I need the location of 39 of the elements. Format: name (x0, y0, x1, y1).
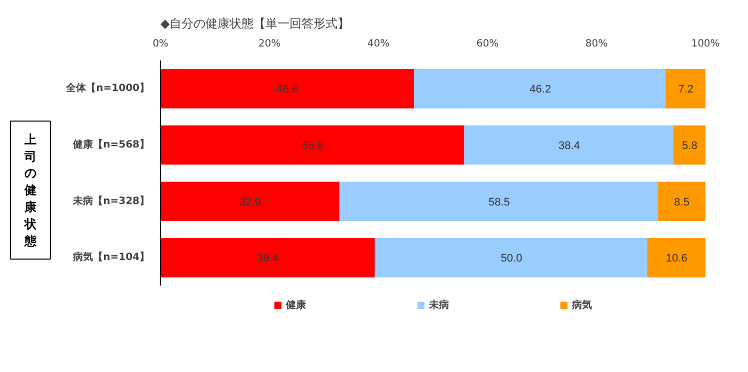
x-tick-label: 60% (476, 38, 499, 50)
chart-title: ◆自分の健康状態【単一回答形式】 (160, 16, 350, 30)
x-tick-label: 80% (585, 38, 608, 50)
y-tick-label: 未病【n=328】 (72, 194, 150, 207)
data-label: 7.2 (678, 84, 694, 96)
bar (673, 125, 706, 165)
y-tick-label: 病気【n=104】 (72, 251, 150, 264)
bar (666, 69, 706, 108)
bar (339, 182, 660, 222)
legend-label: 健康 (286, 298, 306, 312)
x-tick-label: 0% (152, 38, 168, 50)
bar (647, 238, 706, 278)
bar (414, 69, 667, 108)
y-tick-label: 全体【n=1000】 (65, 82, 150, 94)
x-tick-label: 40% (367, 38, 390, 50)
bar (374, 238, 648, 278)
data-label: 46.2 (530, 84, 552, 96)
data-label: 5.8 (682, 140, 698, 152)
bar (160, 182, 340, 222)
data-label: 39.4 (257, 252, 279, 265)
data-label: 58.5 (488, 196, 510, 208)
y-tick-label: 健康【n=568】 (72, 138, 150, 151)
data-label: 55.8 (302, 140, 324, 152)
data-label: 32.9 (239, 196, 261, 208)
data-label: 38.4 (558, 140, 580, 152)
data-label: 50.0 (500, 252, 522, 265)
legend-label: 病気 (572, 298, 592, 312)
legend-label: 未病 (429, 298, 449, 312)
bar (464, 125, 674, 165)
bar (160, 238, 376, 278)
y-axis-title: 上司の健康状態 (24, 132, 38, 248)
data-label: 10.6 (666, 252, 688, 265)
x-tick-label: 100% (691, 38, 720, 50)
x-tick-label: 20% (258, 38, 281, 50)
bar (160, 69, 415, 108)
bar (658, 182, 706, 222)
data-label: 8.5 (674, 196, 690, 208)
bar (160, 125, 466, 165)
data-label: 46.6 (276, 84, 298, 96)
